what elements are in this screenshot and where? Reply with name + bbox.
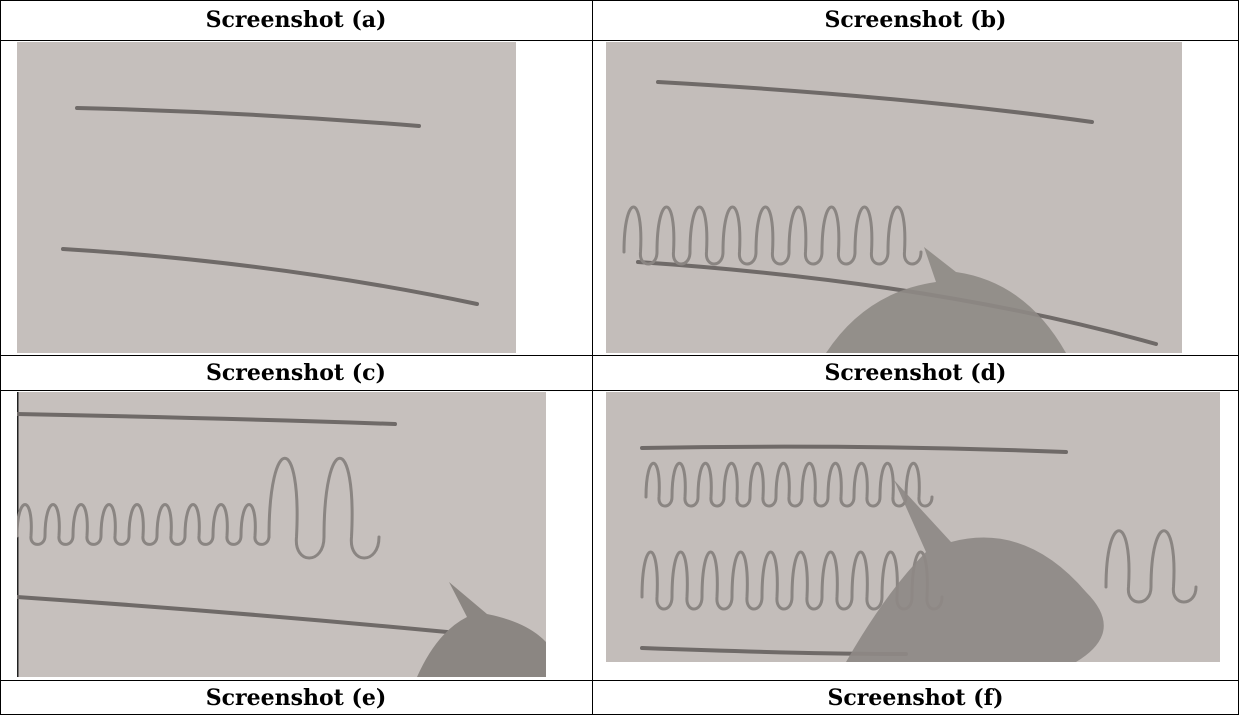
screenshot-image xyxy=(606,42,1182,353)
document-page: Screenshot (a) Screenshot (b) Screenshot… xyxy=(0,0,1239,715)
caption: Screenshot (f) xyxy=(593,680,1238,715)
screenshot-image xyxy=(17,392,546,677)
table-border xyxy=(0,0,1239,1)
screenshot-image xyxy=(17,42,516,353)
screenshot-image xyxy=(606,392,1220,662)
paper xyxy=(17,42,516,353)
table-border xyxy=(0,40,1239,41)
caption: Screenshot (a) xyxy=(0,2,592,38)
caption: Screenshot (c) xyxy=(0,355,592,391)
caption: Screenshot (e) xyxy=(0,680,592,715)
caption: Screenshot (b) xyxy=(593,2,1238,38)
caption: Screenshot (d) xyxy=(593,355,1238,391)
